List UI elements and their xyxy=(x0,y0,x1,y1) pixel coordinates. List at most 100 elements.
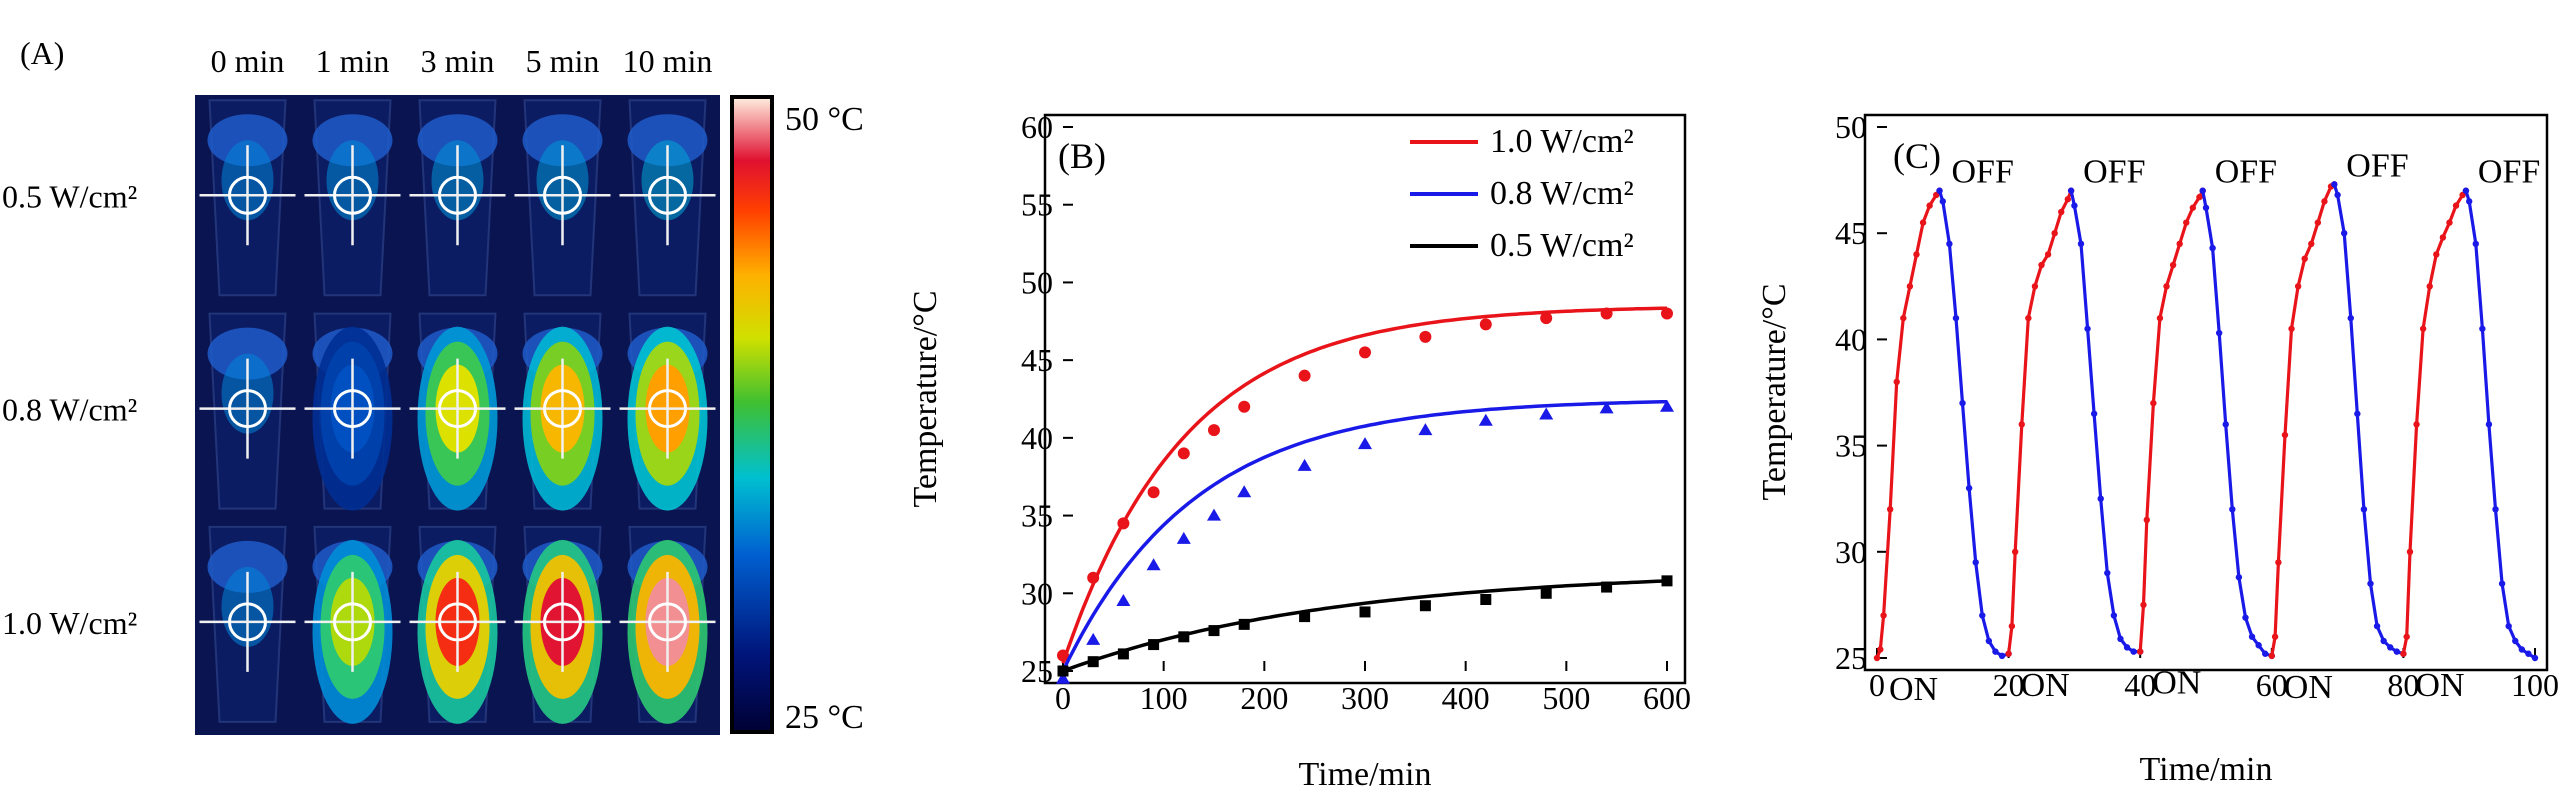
panel-b-axes: 0 100 200 300 400 500 600 25 30 35 40 45 50 55 60 xyxy=(1021,109,1691,716)
data-point xyxy=(2051,230,2058,237)
panel-b-x-axis-label: Time/min xyxy=(1299,756,1432,793)
x-tick-label: 100 xyxy=(2511,667,2559,703)
data-point xyxy=(1116,594,1131,607)
time-column-label: 1 min xyxy=(316,43,390,79)
fit-curve-2 xyxy=(1062,579,1668,673)
y-tick-label: 60 xyxy=(1021,109,1053,145)
x-tick-label: 400 xyxy=(1442,680,1490,716)
data-point xyxy=(1207,508,1221,521)
x-tick-label: 500 xyxy=(1542,680,1590,716)
panel-b-plot-frame xyxy=(1043,113,1687,685)
thermal-cell xyxy=(409,525,506,724)
annotation-label: OFF xyxy=(2083,154,2145,191)
panel-c-x-axis-label: Time/min xyxy=(2140,751,2273,788)
annotation-label: ON xyxy=(1889,671,1938,708)
data-point xyxy=(1959,399,1966,407)
data-point xyxy=(2400,650,2407,657)
data-point xyxy=(2281,431,2289,439)
cycle-line-2 xyxy=(2007,190,2073,654)
annotation-label: ON xyxy=(2021,667,2070,704)
data-point xyxy=(2255,642,2262,649)
measure-circle xyxy=(438,602,477,642)
data-point xyxy=(1661,575,1673,587)
data-point xyxy=(2209,244,2216,252)
data-point xyxy=(1479,318,1492,331)
time-column-label: 10 min xyxy=(623,43,713,79)
data-point xyxy=(1087,656,1099,668)
data-point xyxy=(1117,648,1129,660)
data-point xyxy=(1478,413,1493,426)
x-tick-label: 0 xyxy=(1055,680,1071,716)
data-point xyxy=(1893,378,1900,386)
data-point xyxy=(2077,240,2085,248)
data-point xyxy=(2387,644,2394,651)
panel-c-series xyxy=(1873,181,2539,662)
data-point xyxy=(2380,637,2387,645)
data-point xyxy=(2288,325,2295,332)
data-point xyxy=(2202,204,2210,211)
cycle-line-6 xyxy=(2270,182,2336,657)
data-point xyxy=(2222,421,2229,428)
thermal-cell xyxy=(304,312,401,511)
data-point xyxy=(1237,485,1252,498)
data-point xyxy=(2331,181,2338,188)
data-point xyxy=(1540,587,1552,599)
data-point xyxy=(2104,569,2111,577)
data-point xyxy=(2479,325,2486,332)
data-point xyxy=(2413,421,2420,428)
data-point xyxy=(2262,650,2269,657)
data-point xyxy=(2117,635,2124,643)
y-tick-label: 35 xyxy=(1835,428,1867,464)
data-point xyxy=(1660,399,1674,412)
thermal-image-grid xyxy=(199,99,716,724)
data-point xyxy=(2067,187,2075,194)
data-point xyxy=(1056,671,1070,684)
data-point xyxy=(2466,198,2473,205)
data-point xyxy=(2360,506,2368,513)
panel-a-label: (A) xyxy=(20,35,64,71)
annotation-label: ON xyxy=(2415,667,2464,704)
data-point xyxy=(2130,648,2137,655)
colorbar-gradient xyxy=(730,95,774,734)
data-point xyxy=(2189,204,2197,211)
data-point xyxy=(1419,600,1431,612)
data-point xyxy=(2525,650,2532,657)
power-row-label: 0.5 W/cm² xyxy=(2,178,137,214)
data-point xyxy=(1238,400,1251,413)
measure-circle xyxy=(438,175,477,215)
data-point xyxy=(1238,618,1250,630)
data-point xyxy=(1147,486,1160,499)
data-point xyxy=(2058,208,2065,216)
data-point xyxy=(1297,458,1312,471)
data-point xyxy=(1418,423,1433,436)
data-point xyxy=(2308,240,2315,248)
data-point xyxy=(2531,654,2539,662)
x-tick-label: 300 xyxy=(1341,680,1389,716)
data-point xyxy=(1148,639,1160,651)
measure-circle xyxy=(228,602,267,642)
panel-b-label: (B) xyxy=(1058,136,1106,176)
data-point xyxy=(1419,330,1432,343)
data-point xyxy=(1913,251,1920,258)
data-point xyxy=(1117,517,1130,530)
annotation-label: OFF xyxy=(1952,154,2014,191)
data-point xyxy=(2025,314,2032,322)
data-point xyxy=(2367,580,2374,587)
measure-circle xyxy=(543,175,582,215)
data-point xyxy=(2347,314,2354,322)
data-point xyxy=(1208,625,1220,637)
data-point xyxy=(2512,637,2519,645)
x-tick-label: 100 xyxy=(1140,680,1188,716)
measure-circle xyxy=(543,602,582,642)
data-point xyxy=(2373,622,2381,630)
data-point xyxy=(2183,219,2190,226)
data-point xyxy=(2011,548,2019,555)
data-point xyxy=(2301,255,2308,262)
data-point xyxy=(1886,506,1894,513)
time-column-labels: 0 min 1 min 3 min 5 min 10 min xyxy=(211,43,713,79)
data-point xyxy=(2018,421,2025,428)
data-point xyxy=(1873,654,1881,662)
data-point xyxy=(2084,325,2091,332)
data-point xyxy=(2137,648,2144,655)
